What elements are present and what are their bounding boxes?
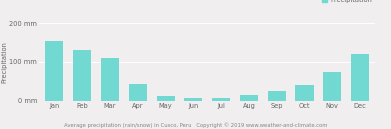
- Bar: [323, 72, 341, 101]
- Legend: Precipitation: Precipitation: [322, 0, 372, 3]
- Bar: [156, 96, 174, 101]
- Text: Average precipitation (rain/snow) in Cusco, Peru   Copyright © 2019 www.weather-: Average precipitation (rain/snow) in Cus…: [64, 122, 327, 128]
- Bar: [268, 91, 286, 101]
- Bar: [240, 95, 258, 101]
- Bar: [45, 41, 63, 101]
- Y-axis label: Precipitation: Precipitation: [1, 41, 7, 83]
- Bar: [101, 58, 119, 101]
- Bar: [212, 98, 230, 101]
- Bar: [129, 84, 147, 101]
- Bar: [351, 54, 369, 101]
- Bar: [184, 98, 203, 101]
- Bar: [73, 50, 91, 101]
- Bar: [296, 85, 314, 101]
